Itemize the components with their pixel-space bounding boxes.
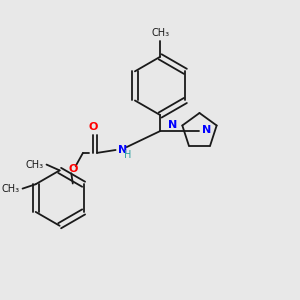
Text: N: N	[118, 145, 127, 155]
Text: CH₃: CH₃	[2, 184, 20, 194]
Text: CH₃: CH₃	[26, 160, 44, 170]
Text: CH₃: CH₃	[151, 28, 169, 38]
Text: O: O	[68, 164, 77, 174]
Text: H: H	[124, 150, 132, 160]
Text: N: N	[202, 125, 211, 136]
Text: N: N	[168, 120, 177, 130]
Text: O: O	[88, 122, 98, 132]
